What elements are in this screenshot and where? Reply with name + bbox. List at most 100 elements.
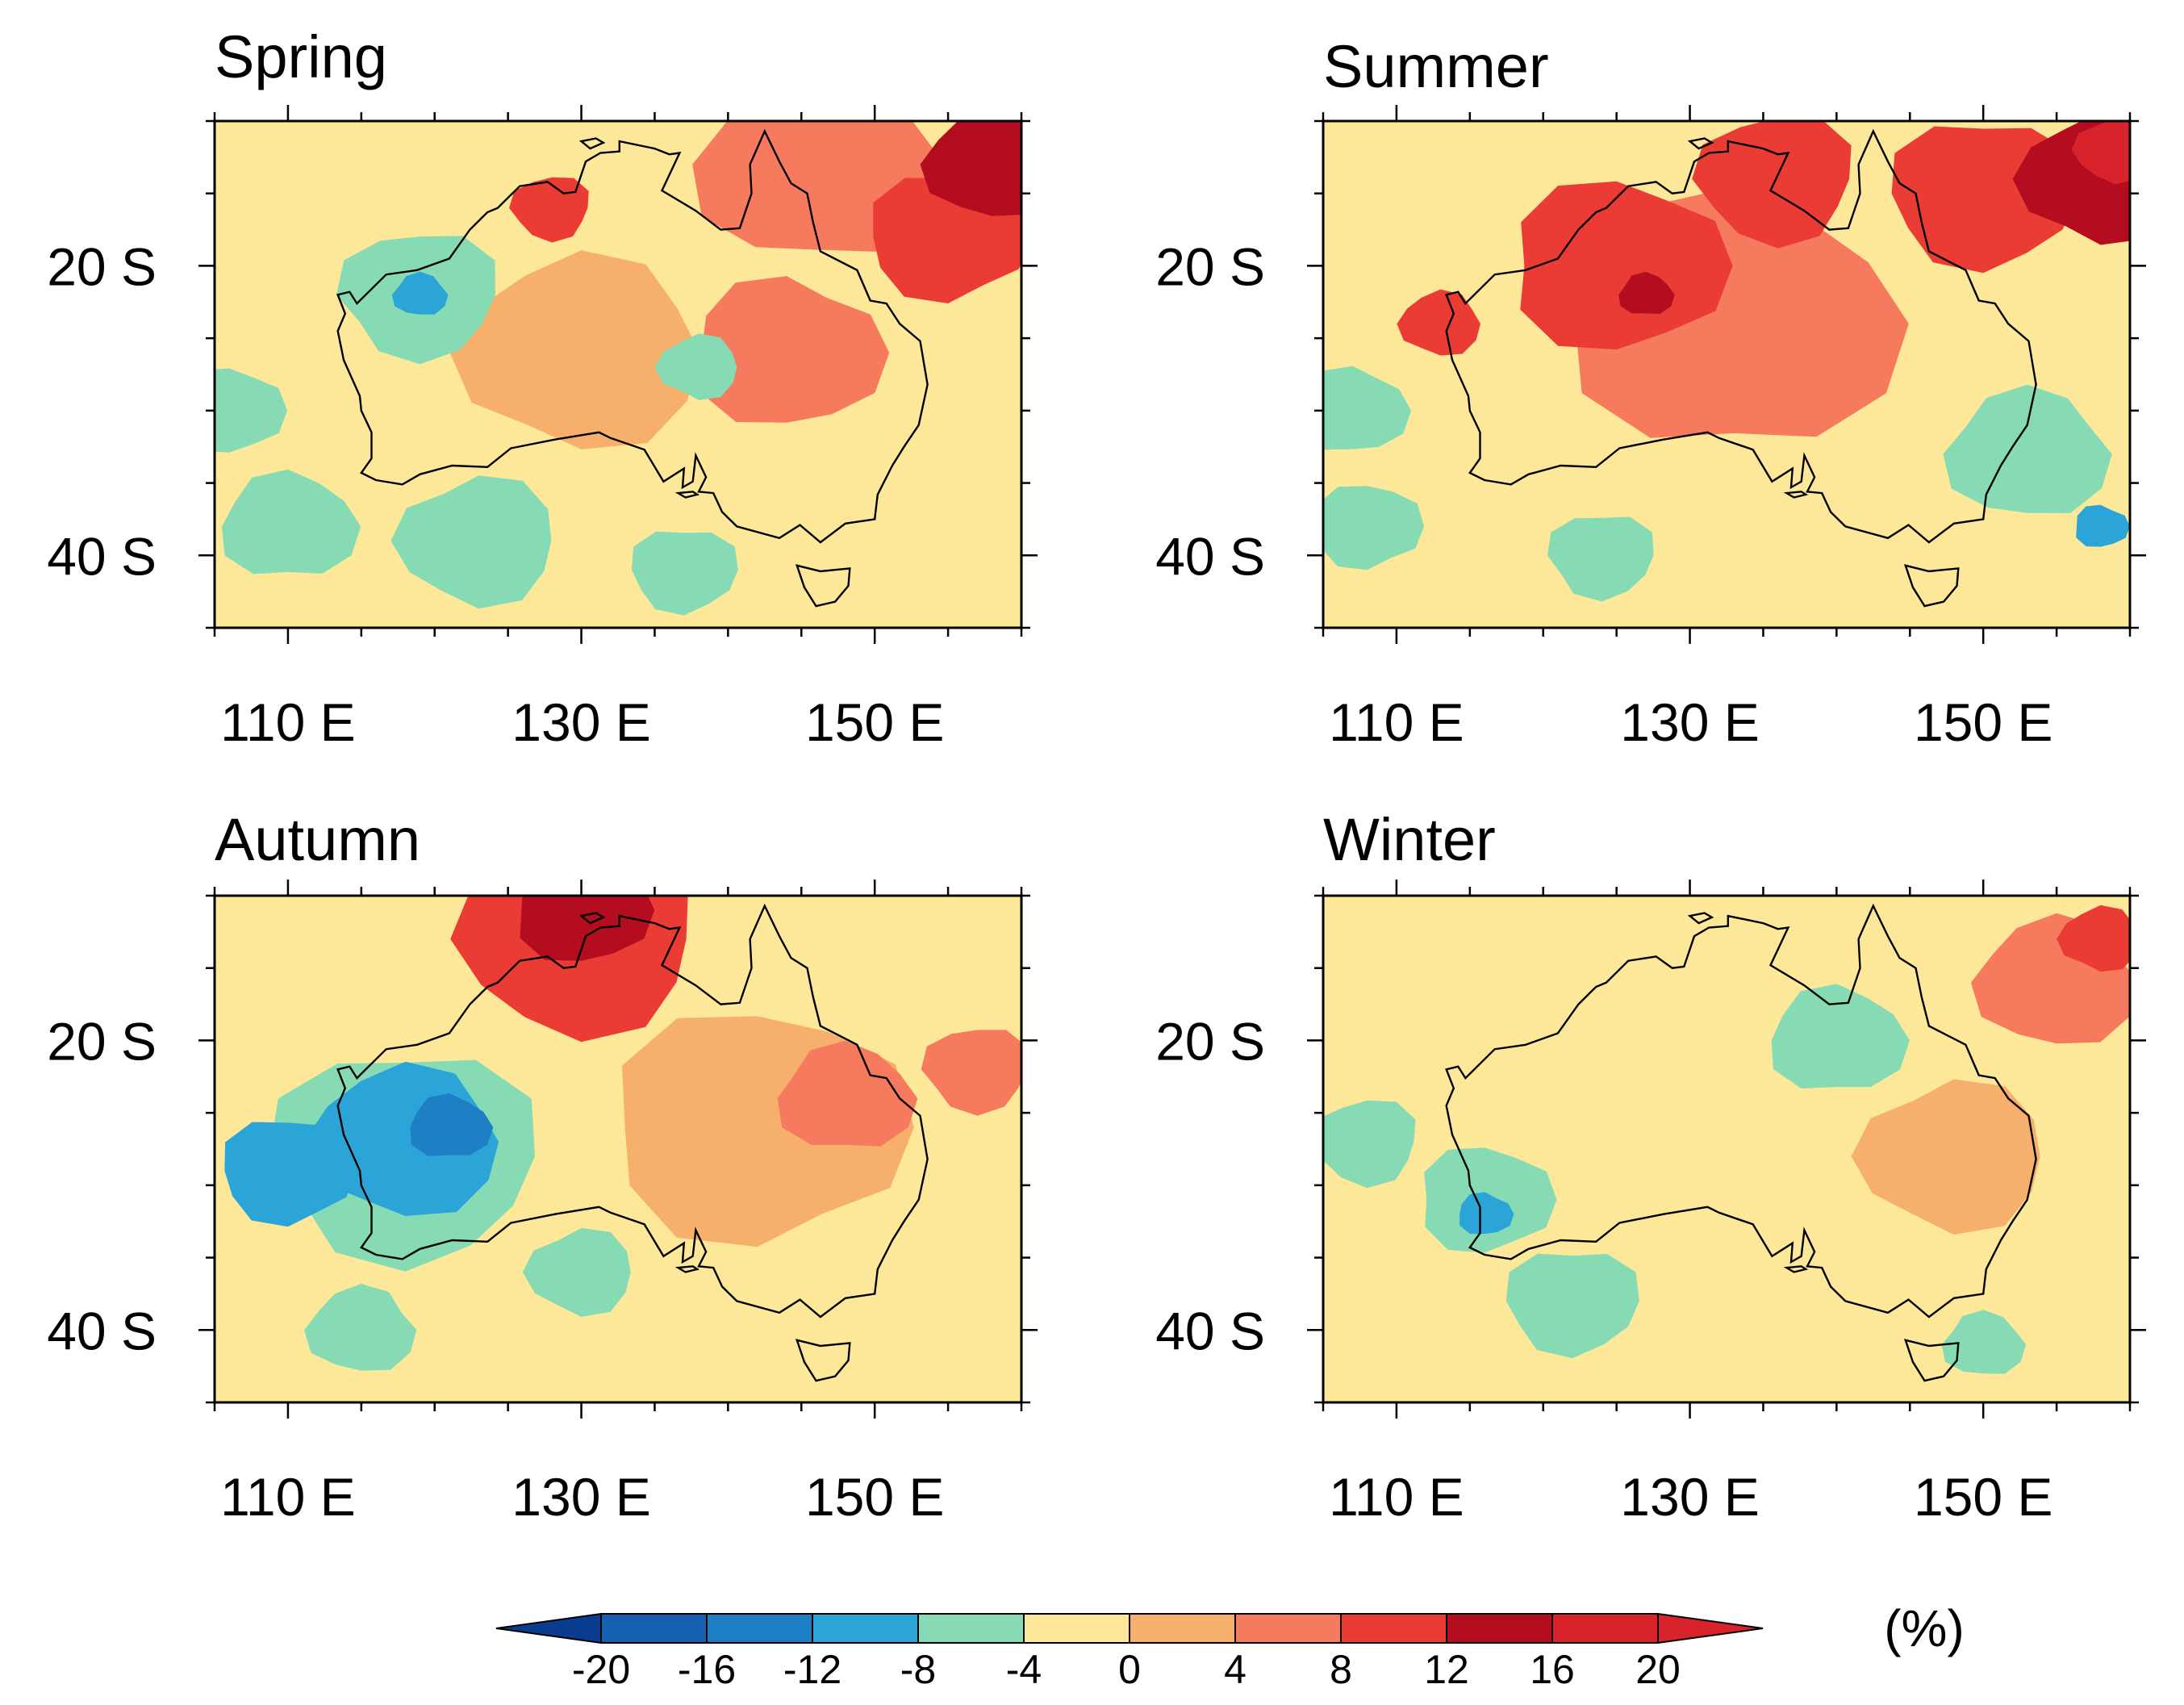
x-tick-label: 130 E: [512, 1467, 650, 1527]
contour-field: [1323, 896, 2130, 1402]
x-tick-label: 150 E: [805, 692, 944, 752]
colorbar-tick-label: 4: [1224, 1647, 1247, 1692]
x-tick-label: 130 E: [1620, 1467, 1759, 1527]
colorbar-swatch: [1340, 1613, 1447, 1644]
coastline-path: [795, 1339, 851, 1382]
contour-region: [224, 1122, 357, 1227]
panel-frame: [213, 894, 1023, 1404]
coastline-path: [336, 128, 929, 544]
x-tick-label: 110 E: [220, 692, 356, 752]
contour-region: [1323, 366, 1412, 450]
coastline-path: [1903, 564, 1960, 608]
panel-frame: [213, 119, 1023, 629]
contour-region: [1771, 984, 1910, 1089]
colorbar-swatch: [1129, 1613, 1236, 1644]
contour-field: [215, 121, 1021, 628]
contour-region: [215, 368, 288, 453]
coastline-path: [1445, 903, 2037, 1318]
panel-title: Autumn: [215, 806, 420, 873]
contour-region: [390, 475, 552, 609]
map-panel-summer: Summer 110 E 130 E 150 E 20 S 40 S: [1155, 33, 2146, 752]
contour-region: [1520, 181, 1733, 350]
contour-region: [1851, 1079, 2040, 1235]
coastline: [1445, 903, 2037, 1382]
colorbar-swatch: [917, 1613, 1025, 1644]
contour-region: [520, 896, 655, 961]
contour-region: [391, 271, 449, 315]
contour-region: [1547, 516, 1654, 602]
contour-region: [410, 1093, 494, 1156]
contour-region: [449, 250, 700, 449]
contour-region: [1941, 1310, 2027, 1374]
coastline-path: [674, 1265, 700, 1273]
x-tick-label: 130 E: [512, 692, 650, 752]
contour-region: [777, 1040, 918, 1147]
x-tick-label: 150 E: [1914, 1467, 2052, 1527]
colorbar-swatch: [1551, 1613, 1659, 1644]
contour-region: [1323, 486, 1425, 570]
colorbar-tick-label: 16: [1530, 1647, 1575, 1692]
coastline: [1445, 128, 2037, 608]
colorbar-unit-label: (%): [1884, 1599, 1965, 1657]
coastline-path: [578, 137, 606, 150]
coastline-path: [674, 491, 700, 499]
colorbar-swatch: [1234, 1613, 1342, 1644]
contour-region: [1943, 384, 2112, 513]
y-tick-label: 40 S: [1155, 1301, 1265, 1360]
contour-region: [1618, 271, 1675, 315]
colorbar-tick-label: 12: [1424, 1647, 1469, 1692]
colorbar-swatch: [600, 1613, 708, 1644]
panel-title: Summer: [1323, 33, 1549, 100]
colorbar-tick-label: 0: [1118, 1647, 1141, 1692]
y-tick-label: 40 S: [47, 526, 157, 586]
y-tick-label: 20 S: [47, 236, 157, 296]
coastline-path: [578, 912, 606, 925]
contour-region: [1459, 1192, 1514, 1235]
coastline-path: [1445, 128, 2037, 544]
colorbar-tick-label: 20: [1635, 1647, 1681, 1692]
map-panel-spring: Spring 110 E 130 E 150 E 20 S 40 S: [47, 23, 1038, 752]
colorbar-swatch: [706, 1613, 813, 1644]
coastline-path: [336, 903, 929, 1318]
x-tick-label: 110 E: [220, 1467, 356, 1527]
y-tick-label: 20 S: [1155, 236, 1265, 296]
panel-frame: [1322, 894, 2132, 1404]
contour-field: [215, 896, 1021, 1402]
y-tick-label: 40 S: [47, 1301, 157, 1360]
contour-region: [304, 1284, 417, 1371]
contour-region: [2057, 905, 2130, 972]
colorbar-tick-label: -12: [783, 1647, 841, 1692]
coastline-path: [1903, 1339, 1960, 1382]
coastline-path: [1783, 1265, 1809, 1273]
y-tick-label: 40 S: [1155, 526, 1265, 586]
x-tick-label: 110 E: [1329, 692, 1464, 752]
colorbar-tick-label: -16: [678, 1647, 736, 1692]
map-panel-autumn: Autumn 110 E 130 E 150 E 20 S 40 S: [47, 806, 1038, 1527]
colorbar-arrow-high: [1657, 1612, 1764, 1644]
x-tick-label: 150 E: [1914, 692, 2052, 752]
x-tick-label: 150 E: [805, 1467, 944, 1527]
colorbar-arrow-low: [495, 1612, 602, 1644]
coastline-path: [795, 564, 851, 608]
contour-region: [522, 1227, 631, 1317]
colorbar-tick-label: 8: [1330, 1647, 1352, 1692]
contour-region: [654, 333, 737, 400]
coastline: [336, 128, 929, 608]
contour-region: [2076, 504, 2130, 547]
colorbar-tick-label: -8: [900, 1647, 936, 1692]
x-tick-label: 110 E: [1329, 1467, 1464, 1527]
contour-region: [920, 121, 1021, 216]
colorbar-swatch: [1446, 1613, 1553, 1644]
coastline-path: [1687, 137, 1714, 150]
contour-region: [921, 1030, 1021, 1116]
colorbar-tick-label: -4: [1006, 1647, 1042, 1692]
map-panel-winter: Winter 110 E 130 E 150 E 20 S 40 S: [1155, 806, 2146, 1527]
x-tick-label: 130 E: [1620, 692, 1759, 752]
contour-field: [1323, 121, 2130, 628]
coastline-path: [1783, 491, 1809, 499]
contour-region: [699, 276, 890, 423]
y-tick-label: 20 S: [47, 1011, 157, 1071]
colorbar-swatch: [812, 1613, 919, 1644]
panel-title: Spring: [215, 23, 387, 90]
